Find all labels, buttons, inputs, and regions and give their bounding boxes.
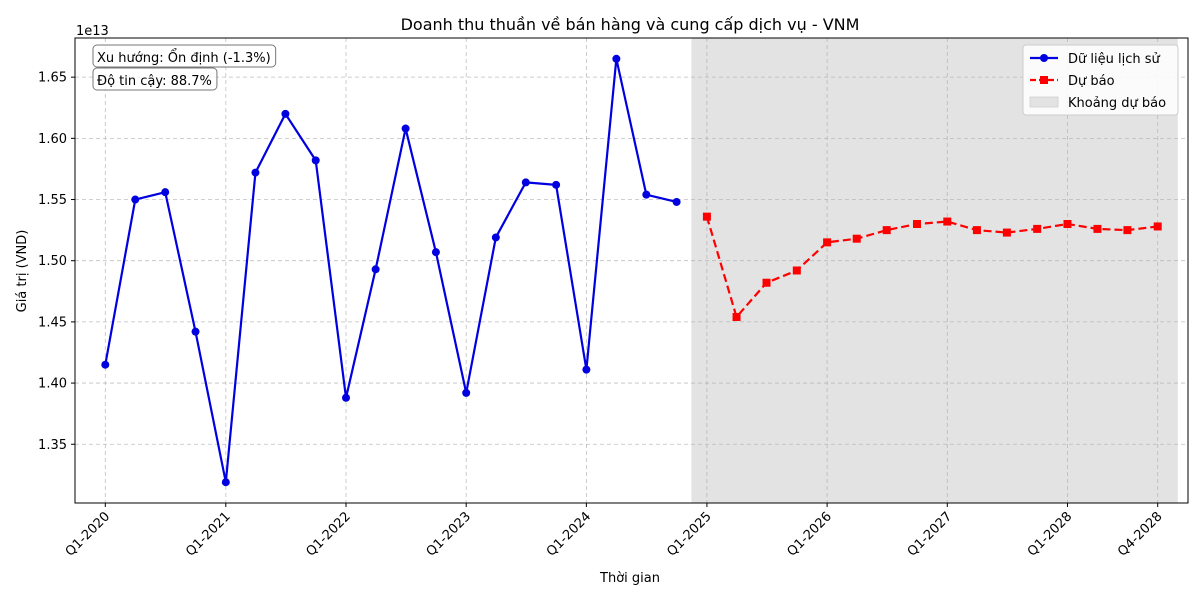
data-point: [1033, 224, 1042, 233]
y-tick-label: 1.65: [38, 71, 67, 86]
plot-area: 1.35 1.40 1.45 1.50 1.55 1.60 1.65 Q1-2020 Q1-20…: [38, 37, 1189, 560]
data-point: [401, 124, 410, 133]
data-point: [582, 365, 591, 374]
x-tick-label: Q1-2021: [183, 509, 233, 559]
x-tick-label: Q1-2024: [544, 509, 594, 559]
x-tick-label: Q1-2026: [785, 509, 835, 559]
series-line-historical: [104, 57, 677, 484]
annotation-box: Xu hướng: Ổn định (-1.3%): [92, 44, 277, 68]
data-point: [943, 217, 952, 226]
data-point: [462, 388, 471, 397]
data-point: [281, 109, 290, 118]
data-point: [912, 220, 921, 228]
data-point: [221, 478, 230, 487]
annotation-box: Độ tin cậy: 88.7%: [92, 67, 218, 91]
data-point: [491, 233, 500, 242]
data-point: [882, 226, 891, 235]
series-line-forecast: [705, 216, 1158, 319]
data-point: [672, 197, 681, 206]
legend-label: Dự báo: [1068, 74, 1115, 89]
data-point: [131, 195, 140, 204]
legend-label: Khoảng dự báo: [1068, 96, 1166, 111]
y-tick-label: 1.55: [38, 193, 67, 208]
data-point: [342, 393, 351, 402]
legend-marker: [1040, 54, 1048, 62]
legend-label: Dữ liệu lịch sử: [1068, 52, 1160, 67]
data-point: [191, 327, 200, 336]
data-point: [101, 360, 110, 369]
data-point: [552, 180, 561, 189]
data-point: [161, 188, 170, 197]
legend-marker: [1040, 76, 1048, 84]
annotation-frame: [92, 44, 277, 68]
legend-frame: [1022, 44, 1179, 116]
chart-title: Doanh thu thuần về bán hàng và cung cấp …: [401, 15, 860, 34]
x-tick-label: Q1-2025: [664, 509, 714, 559]
data-point: [521, 178, 530, 187]
x-tick-label: Q4-2028: [1115, 509, 1165, 559]
x-tick-label: Q1-2022: [303, 509, 353, 559]
data-point: [823, 238, 832, 247]
y-tick-label: 1.50: [38, 254, 67, 269]
legend-band-swatch: [1029, 96, 1059, 108]
data-point: [1153, 222, 1162, 231]
data-point: [311, 156, 320, 165]
annotation-text: Xu hướng: Ổn định (-1.3%): [97, 49, 271, 66]
annotation-frame: [92, 67, 218, 91]
x-tick-label: Q1-2027: [905, 509, 955, 559]
y-axis-label: Giá trị (VND): [15, 230, 30, 313]
y-tick-label: 1.60: [38, 132, 67, 147]
data-point: [732, 313, 741, 321]
data-point: [431, 248, 440, 257]
x-tick-label: Q1-2020: [63, 509, 113, 559]
data-point: [612, 54, 621, 63]
axes-frame: [74, 37, 1189, 504]
data-point: [792, 266, 801, 275]
x-tick-label: Q1-2028: [1025, 509, 1075, 559]
data-point: [1063, 220, 1072, 228]
data-point: [972, 226, 981, 235]
data-point: [852, 234, 861, 243]
data-point: [251, 168, 260, 177]
data-point: [762, 278, 771, 287]
legend: Dữ liệu lịch sử Dự báo Khoảng dự báo: [1022, 44, 1179, 116]
data-point: [1093, 224, 1102, 233]
annotation-text: Độ tin cậy: 88.7%: [97, 74, 212, 89]
data-point: [1123, 226, 1132, 235]
data-point: [642, 190, 651, 199]
y-tick-label: 1.35: [38, 438, 67, 453]
data-point: [371, 265, 380, 274]
x-axis-label: Thời gian: [599, 571, 660, 586]
data-point: [702, 212, 711, 221]
data-point: [1002, 228, 1011, 237]
y-tick-label: 1.40: [38, 377, 67, 392]
y-tick-label: 1.45: [38, 315, 67, 330]
x-tick-label: Q1-2023: [424, 509, 474, 559]
y-offset-label: 1e13: [76, 24, 109, 39]
